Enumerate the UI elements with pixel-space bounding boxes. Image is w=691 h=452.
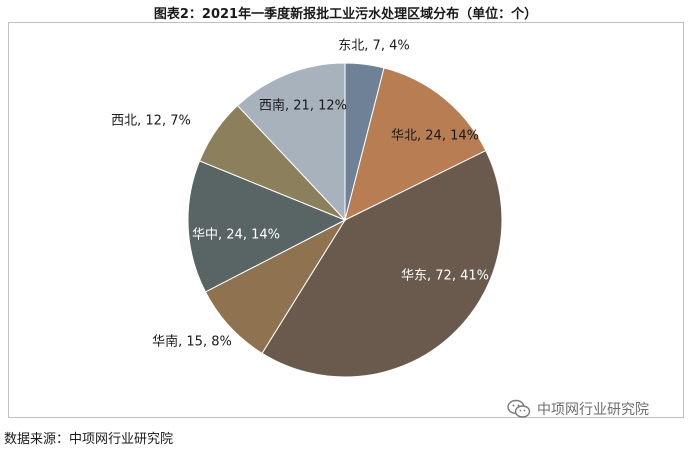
pie-slice-2 <box>344 67 487 221</box>
watermark-text: 中项网行业研究院 <box>537 402 649 418</box>
watermark: 中项网行业研究院 <box>507 399 649 419</box>
pie-slice-3 <box>261 149 503 378</box>
slice-label-6: 西北, 12, 7% <box>111 114 191 129</box>
slice-label-5: 华中, 24, 14% <box>192 228 280 243</box>
pie-slice-5 <box>187 160 347 293</box>
chart-title: 图表2：2021年一季度新报批工业污水处理区域分布（单位：个） <box>153 7 538 22</box>
slice-label-7: 西南, 21, 12% <box>259 98 347 114</box>
pie-chart: 东北, 7, 4% 华北, 24, 14% 华东, 72, 41% 华南, 15, 8… <box>111 39 503 378</box>
pie-slice-7 <box>236 62 346 222</box>
chart-frame: 东北, 7, 4% 华北, 24, 14% 华东, 72, 41% 华南, 15, 8… <box>8 22 684 418</box>
pie-slice-4 <box>204 218 347 354</box>
slice-label-3: 华东, 72, 41% <box>401 269 489 284</box>
wechat-icon <box>507 399 531 418</box>
slice-label-2: 华北, 24, 14% <box>391 129 479 144</box>
source-note: 数据来源：中项网行业研究院 <box>4 432 174 447</box>
slice-label-1: 东北, 7, 4% <box>338 39 409 54</box>
slice-label-4: 华南, 15, 8% <box>152 334 232 350</box>
